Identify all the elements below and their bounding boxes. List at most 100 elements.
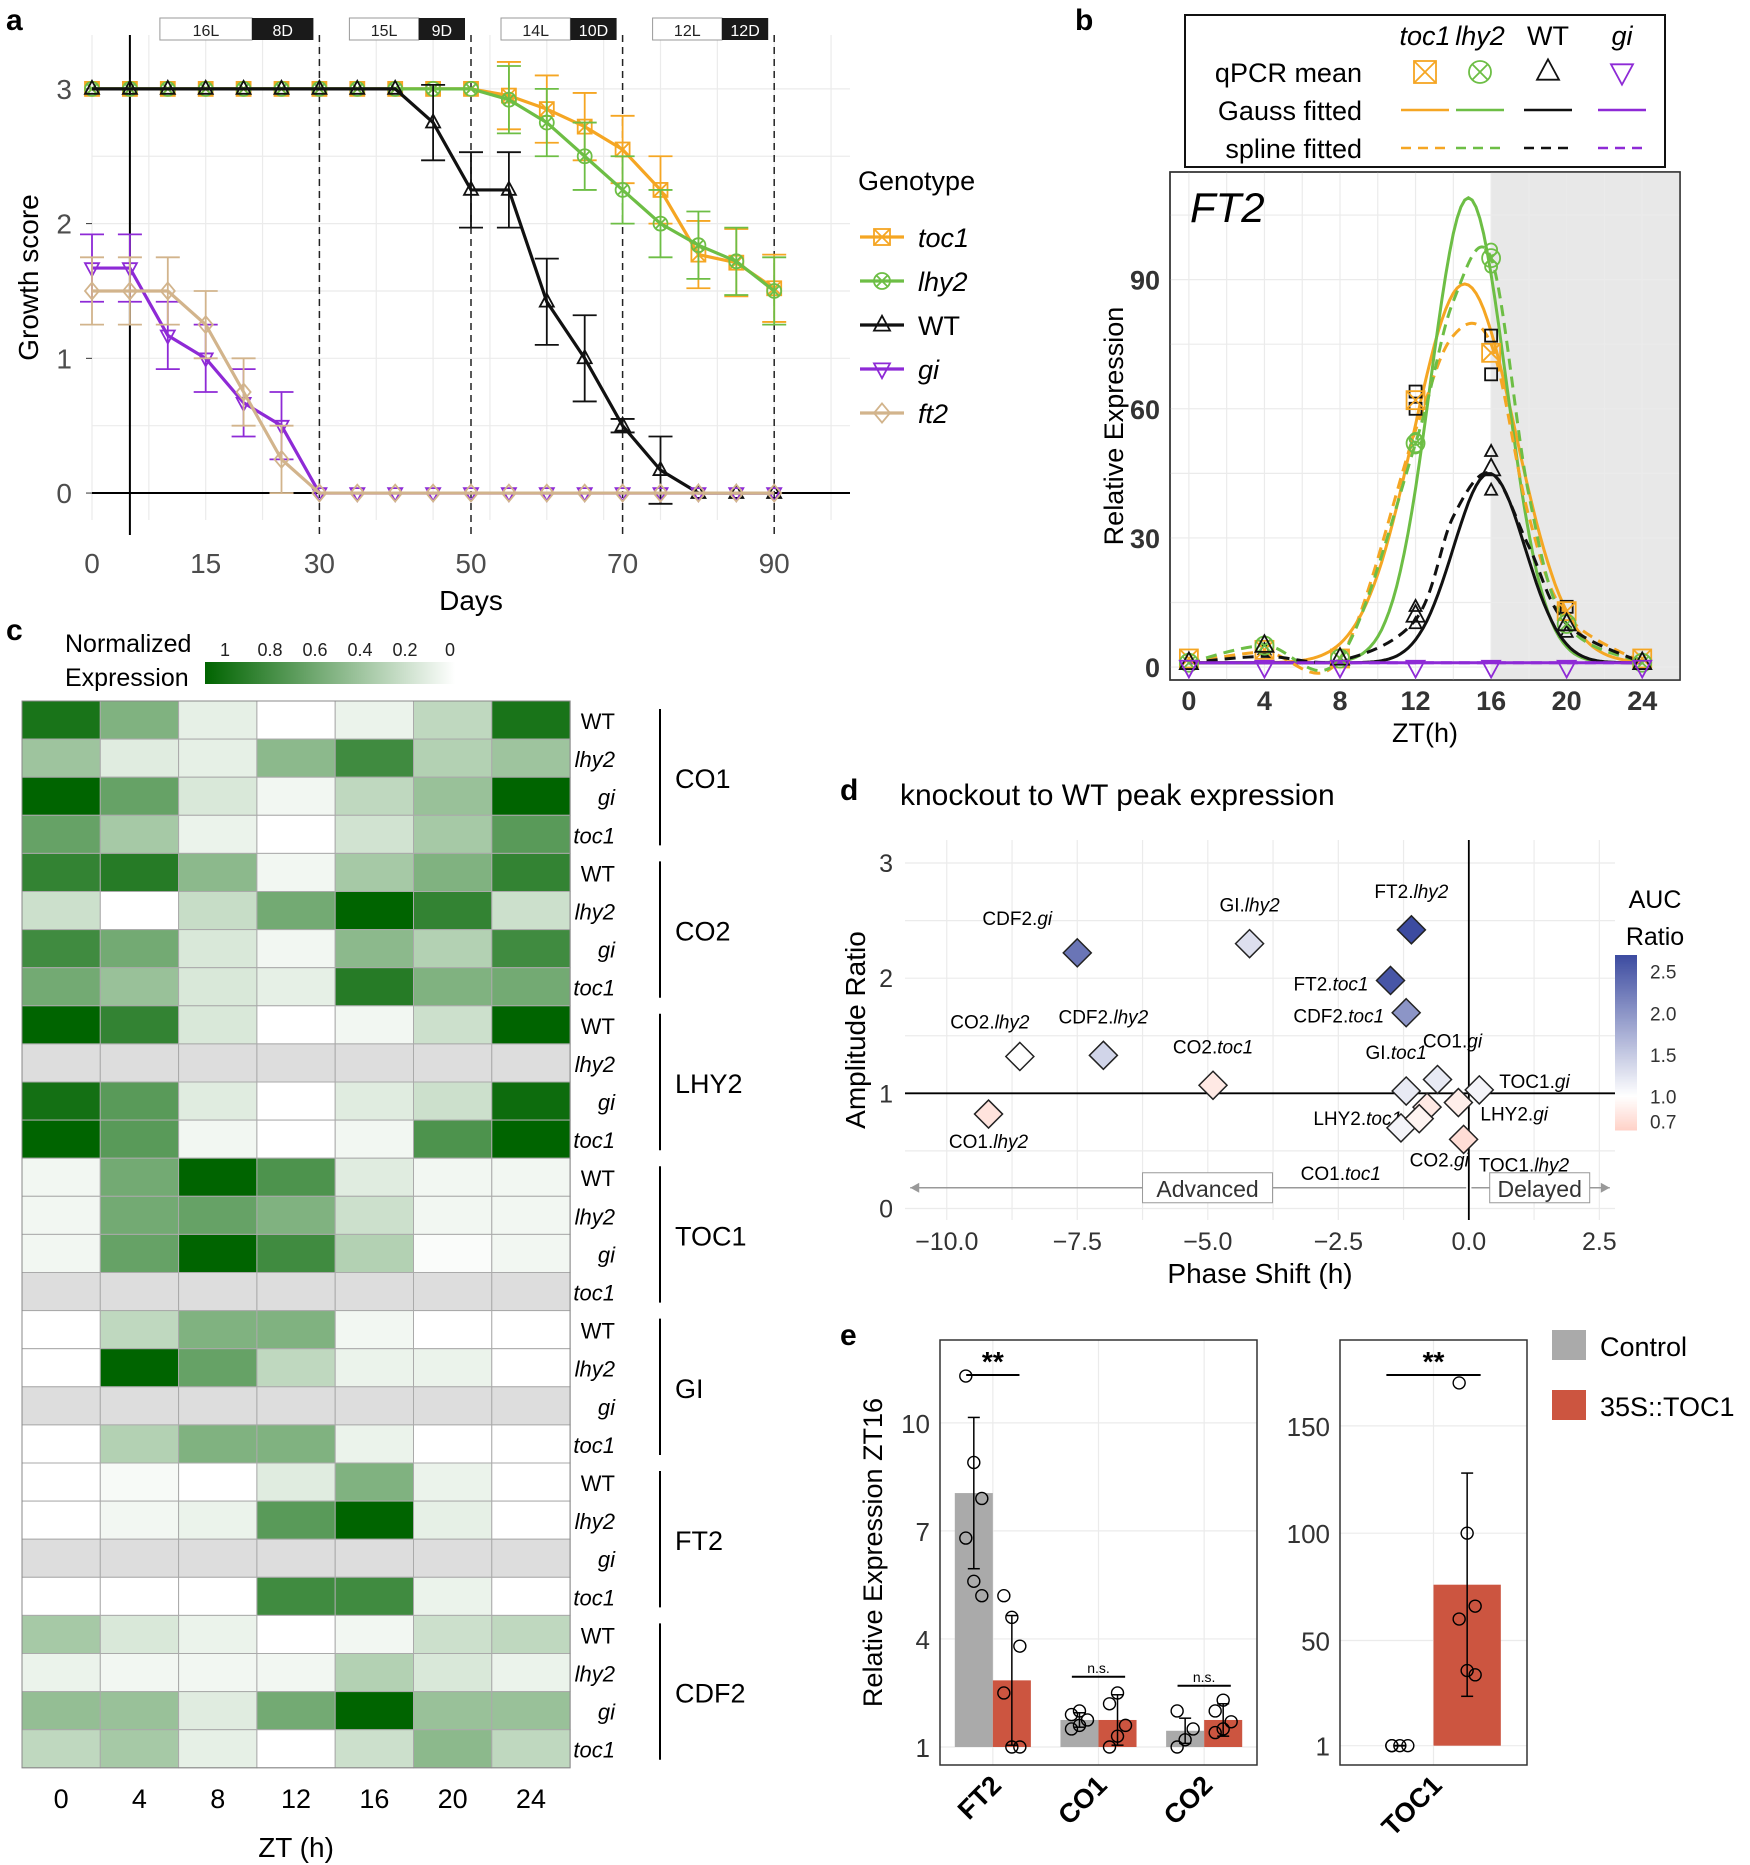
heatmap-cell bbox=[99, 1386, 180, 1426]
heatmap-cell bbox=[99, 1119, 180, 1159]
heatmap-cell bbox=[413, 738, 493, 778]
colorbar-segment bbox=[1615, 1051, 1637, 1054]
point-label-gene: FT2 bbox=[1294, 974, 1328, 995]
data-point-lhy2 bbox=[728, 253, 745, 270]
category-label: TOC1 bbox=[1376, 1770, 1448, 1842]
colorbar-segment bbox=[1615, 1036, 1637, 1039]
data-point bbox=[959, 1369, 973, 1383]
heatmap-cell bbox=[413, 1614, 493, 1655]
delayed-label: Delayed bbox=[1498, 1176, 1582, 1202]
legend-swatch-marker-x2 bbox=[873, 228, 891, 246]
replicate-point-toc1 bbox=[1484, 367, 1499, 382]
colorbar-segment bbox=[1615, 988, 1637, 991]
heatmap-cell bbox=[491, 1233, 571, 1274]
data-point bbox=[1170, 1740, 1184, 1754]
row-label: WT bbox=[581, 861, 615, 886]
heatmap-cell bbox=[21, 814, 101, 854]
row-label: toc1 bbox=[573, 1128, 615, 1153]
mean-point-toc1-x2 bbox=[1254, 640, 1275, 660]
heatmap-cell bbox=[491, 776, 571, 816]
heatmap-cell bbox=[491, 1272, 571, 1312]
mean-point-gi bbox=[1253, 659, 1275, 680]
replicate-point-WT bbox=[1559, 623, 1575, 638]
x-tick-label: 0.0 bbox=[1451, 1228, 1486, 1256]
data-point bbox=[1468, 1599, 1482, 1613]
point-label-line: toc1 bbox=[1345, 1164, 1381, 1185]
panel-b-ft2-expression: FT2 0 4 8 12 16 20 24 0 30 60 90 ZT(h) Relative Expre… bbox=[1099, 14, 1681, 748]
data-point bbox=[1224, 1715, 1238, 1729]
heatmap-cell bbox=[413, 776, 493, 816]
x-axis-label: ZT(h) bbox=[1392, 718, 1458, 748]
colorbar-segment bbox=[1615, 1083, 1637, 1086]
heatmap-cell bbox=[99, 929, 180, 969]
mean-point-toc1-x2 bbox=[1481, 343, 1501, 363]
colorbar-segment bbox=[1615, 1038, 1637, 1041]
mean-point-toc1 bbox=[1178, 648, 1199, 669]
point-label-sep: . bbox=[1529, 1155, 1534, 1176]
point-label: CO1.lhy2 bbox=[949, 1132, 1029, 1153]
colorbar-segment bbox=[1615, 955, 1637, 958]
heatmap-cell bbox=[99, 1424, 180, 1464]
heatmap-cell bbox=[99, 967, 180, 1007]
row-label: gi bbox=[598, 1700, 616, 1725]
point-label-sep: . bbox=[1240, 896, 1245, 917]
heatmap-cell bbox=[491, 1005, 571, 1045]
y-tick-label: 90 bbox=[1130, 266, 1160, 296]
legend-label: Control bbox=[1600, 1332, 1687, 1362]
series-gi bbox=[80, 233, 783, 503]
data-point bbox=[1460, 1526, 1474, 1540]
heatmap-cell bbox=[413, 814, 493, 854]
heatmap-cell bbox=[99, 1081, 180, 1121]
data-point bbox=[1452, 1612, 1466, 1626]
heatmap-cell bbox=[21, 1157, 101, 1197]
x-tick-label: 20 bbox=[1552, 686, 1582, 716]
legend-row-label: spline fitted bbox=[1225, 134, 1362, 164]
heatmap-cell bbox=[99, 814, 180, 854]
heatmap-cell bbox=[256, 1081, 336, 1121]
colorbar-segment bbox=[1615, 1118, 1637, 1121]
heatmap-cell bbox=[491, 700, 571, 740]
y-axis-label: Relative Expression ZT16 bbox=[858, 1398, 888, 1707]
panel-a-growth-chart: 16L 8D 15L 9D 14L 10D 12L 12D 0 15 30 50 70 90 0 1 2 3 Day… bbox=[13, 17, 975, 616]
colorbar-tick: 1.5 bbox=[1650, 1046, 1676, 1067]
heatmap-cell bbox=[334, 814, 415, 854]
replicate-point-WT bbox=[1408, 615, 1424, 630]
heatmap-cell bbox=[491, 1043, 571, 1083]
point-label-gene: CO2 bbox=[1173, 1037, 1212, 1058]
heatmap-cell bbox=[491, 1157, 571, 1197]
heatmap-cell bbox=[334, 1538, 415, 1578]
data-point bbox=[1118, 1718, 1133, 1733]
heatmap-cell bbox=[491, 1576, 571, 1616]
light-label: 16L bbox=[193, 23, 220, 40]
colorbar-segment bbox=[1615, 1128, 1637, 1131]
mean-point-gi bbox=[1405, 659, 1427, 680]
colorbar-segment bbox=[1615, 1056, 1637, 1059]
heatmap-cell bbox=[413, 1576, 493, 1616]
mean-point-WT bbox=[1253, 633, 1275, 653]
mean-point-WT bbox=[1405, 603, 1427, 623]
heatmap-cell bbox=[491, 1653, 571, 1693]
heatmap-cell bbox=[334, 1157, 415, 1197]
point-label-line: gi bbox=[1037, 909, 1053, 930]
heatmap-cell bbox=[99, 1272, 180, 1312]
heatmap-cell bbox=[21, 700, 101, 740]
row-label: WT bbox=[581, 1471, 615, 1496]
row-label: lhy2 bbox=[575, 747, 615, 772]
legend-tick: 0.4 bbox=[347, 640, 372, 660]
gene-label-CO1: CO1 bbox=[675, 764, 731, 794]
y-tick-label: 1 bbox=[879, 1080, 893, 1108]
data-point-ft2 bbox=[538, 483, 555, 503]
replicate-point-WT bbox=[1483, 481, 1499, 496]
x-tick-label: −5.0 bbox=[1183, 1228, 1232, 1256]
scatter-point-TOC1-lhy2 bbox=[1448, 1124, 1479, 1155]
mean-point-toc1 bbox=[1632, 648, 1653, 669]
heatmap-cell bbox=[21, 1386, 101, 1426]
heatmap-cell bbox=[178, 1195, 258, 1235]
row-label: WT bbox=[581, 1623, 615, 1648]
heatmap-cell bbox=[413, 1081, 493, 1121]
data-point-lhy2 bbox=[690, 237, 707, 254]
row-label: lhy2 bbox=[575, 1662, 615, 1687]
legend-label-WT: WT bbox=[918, 311, 960, 341]
data-point-WT bbox=[538, 291, 556, 308]
row-label: toc1 bbox=[573, 823, 615, 848]
